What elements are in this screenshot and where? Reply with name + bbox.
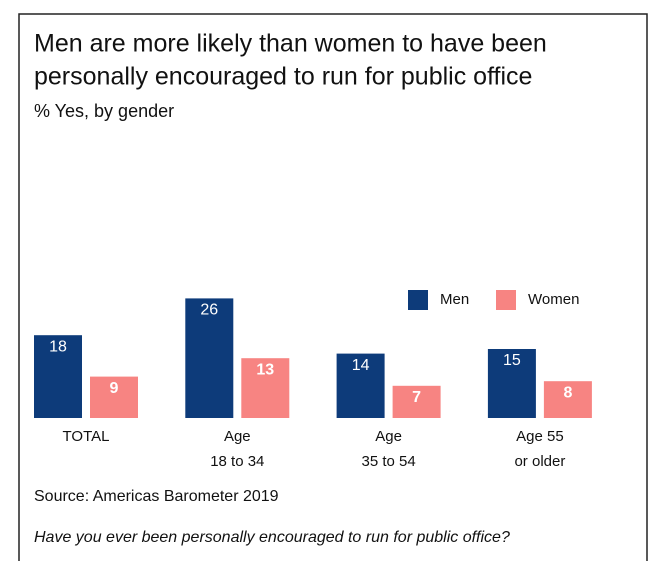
bar xyxy=(34,335,82,418)
value-label: 18 xyxy=(49,338,67,355)
source: Source: Americas Barometer 2019 xyxy=(34,488,279,505)
x-tick-label: Age xyxy=(224,428,251,445)
bar xyxy=(487,349,536,418)
x-tick-label: TOTAL xyxy=(63,428,110,445)
x-tick-label: 35 to 54 xyxy=(361,453,415,470)
bar xyxy=(336,353,385,418)
legend-label: Men xyxy=(440,291,469,308)
chart-title: Men are more likely than women to have b… xyxy=(34,30,547,58)
chart-subtitle: % Yes, by gender xyxy=(34,101,174,121)
bar xyxy=(241,358,290,418)
bar xyxy=(543,381,592,418)
legend-swatch xyxy=(408,290,428,310)
bar xyxy=(185,298,234,418)
bar xyxy=(392,385,441,418)
note: Have you ever been personally encouraged… xyxy=(34,529,510,546)
x-tick-label: 18 to 34 xyxy=(210,453,264,470)
x-tick-label: Age xyxy=(375,428,402,445)
value-label: 9 xyxy=(110,380,119,397)
value-label: 14 xyxy=(352,357,370,374)
x-tick-label: or older xyxy=(514,453,565,470)
value-label: 7 xyxy=(412,389,421,406)
value-label: 15 xyxy=(503,352,521,369)
value-label: 26 xyxy=(200,302,218,319)
value-label: 13 xyxy=(256,361,274,378)
value-label: 8 xyxy=(563,384,572,401)
frame xyxy=(18,13,648,561)
x-tick-label: Age 55 xyxy=(516,428,564,445)
legend-swatch xyxy=(496,290,516,310)
chart-title: personally encouraged to run for public … xyxy=(34,63,532,91)
legend-label: Women xyxy=(528,291,579,308)
bar xyxy=(90,376,138,418)
